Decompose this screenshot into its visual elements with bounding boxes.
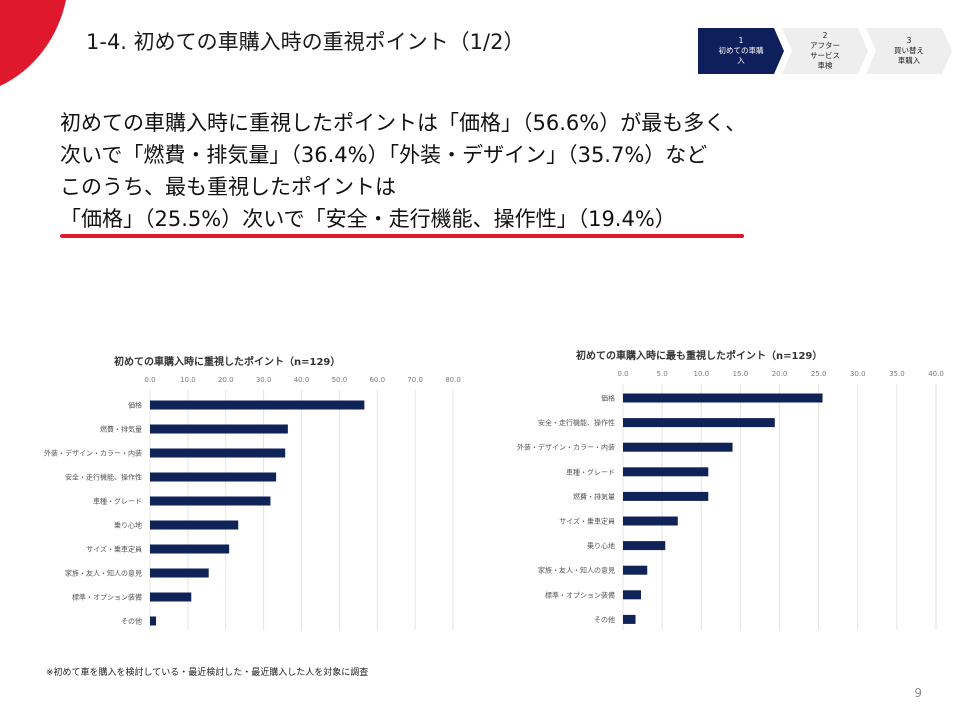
category-label: 家族・友人・知人の意見 xyxy=(65,569,142,578)
category-label: 価格 xyxy=(601,394,615,403)
x-tick-label: 30.0 xyxy=(256,376,272,384)
category-label: 燃費・排気量 xyxy=(100,425,142,434)
category-label: 安全・走行機能、操作性 xyxy=(65,473,142,482)
category-label: その他 xyxy=(121,617,142,626)
bar xyxy=(150,448,286,458)
corner-accent-shape xyxy=(0,0,66,86)
category-label: 乗り心地 xyxy=(587,541,615,550)
step-1-number: 1 xyxy=(738,36,744,45)
bar xyxy=(150,616,157,626)
x-tick-label: 10.0 xyxy=(180,376,196,384)
x-tick-label: 30.0 xyxy=(850,370,866,378)
category-label: 燃費・排気量 xyxy=(573,492,615,501)
step-1-first-purchase: 1 初めての車購 入 xyxy=(698,28,784,74)
chart-important-points: 初めての車購入時に重視したポイント（n=129） 0.0 10.0 20.0 30.0… xyxy=(0,340,470,640)
bar xyxy=(623,541,666,551)
category-label: 外装・デザイン・カラー・内装 xyxy=(517,443,615,452)
bar xyxy=(150,424,288,434)
category-label: サイズ・乗車定員 xyxy=(559,517,615,526)
headline-line-1: 初めての車購入時に重視したポイントは「価格」（56.6%）が最も多く、 xyxy=(60,111,747,135)
bar xyxy=(623,516,678,526)
x-tick-label: 15.0 xyxy=(733,370,749,378)
x-tick-label: 50.0 xyxy=(332,376,348,384)
category-label: その他 xyxy=(594,615,615,624)
x-tick-label: 35.0 xyxy=(889,370,905,378)
bar xyxy=(150,520,239,530)
bar xyxy=(150,592,192,602)
bar xyxy=(623,491,709,501)
step-2-label-line3: 車検 xyxy=(817,61,833,70)
x-tick-label: 20.0 xyxy=(772,370,788,378)
category-label: 車種・グレード xyxy=(566,467,615,476)
category-label: 価格 xyxy=(128,401,142,410)
headline-underline xyxy=(60,234,744,238)
x-tick-label: 10.0 xyxy=(693,370,709,378)
bar xyxy=(623,442,733,452)
progress-steps: 1 初めての車購 入 2 アフター サービス 車検 3 買い替え 車購入 xyxy=(698,28,952,74)
category-label: 外装・デザイン・カラー・内装 xyxy=(44,449,142,458)
x-tick-label: 60.0 xyxy=(369,376,385,384)
page-number: 9 xyxy=(914,686,922,700)
bar xyxy=(623,418,775,428)
chart-2-plot: 0.0 5.0 10.0 15.0 20.0 25.0 30.0 35.0 40.0 価格安全・走… xyxy=(517,370,944,630)
bar xyxy=(150,472,277,482)
x-tick-label: 80.0 xyxy=(445,376,461,384)
step-2-number: 2 xyxy=(822,31,828,40)
bar xyxy=(623,590,641,600)
x-tick-label: 40.0 xyxy=(294,376,310,384)
x-tick-label: 25.0 xyxy=(811,370,827,378)
headline-line-4: 「価格」（25.5%）次いで「安全・走行機能、操作性」（19.4%） xyxy=(60,207,676,231)
category-label: サイズ・乗車定員 xyxy=(86,545,142,554)
step-1-label-line1: 初めての車購 xyxy=(718,46,764,55)
headline-summary: 初めての車購入時に重視したポイントは「価格」（56.6%）が最も多く、 次いで「… xyxy=(60,107,746,235)
category-label: 乗り心地 xyxy=(114,521,142,530)
step-2-label-line1: アフター xyxy=(810,41,840,50)
survey-footnote: ※初めて車を購入を検討している・最近検討した・最近購入した人を対象に調査 xyxy=(46,668,369,678)
bar xyxy=(150,496,271,506)
bar xyxy=(150,568,209,578)
bar xyxy=(150,400,365,410)
x-tick-label: 40.0 xyxy=(928,370,944,378)
bar xyxy=(150,544,230,554)
step-2-after-service: 2 アフター サービス 車検 xyxy=(782,28,868,74)
x-tick-label: 20.0 xyxy=(218,376,234,384)
category-label: 標準・オプション装備 xyxy=(72,593,142,602)
step-3-replacement: 3 買い替え 車購入 xyxy=(866,28,952,74)
headline-line-2: 次いで「燃費・排気量」（36.4%）「外装・デザイン」（35.7%）など xyxy=(60,143,708,167)
bar xyxy=(623,467,709,477)
chart-most-important-point: 初めての車購入時に最も重視したポイント（n=129） 0.0 5.0 10.0 15.… xyxy=(480,340,950,640)
bar xyxy=(623,614,636,624)
x-tick-label: 70.0 xyxy=(407,376,423,384)
headline-line-3: このうち、最も重視したポイントは xyxy=(60,175,396,199)
category-label: 標準・オプション装備 xyxy=(545,590,615,599)
step-3-label-line1: 買い替え xyxy=(894,46,924,55)
category-label: 安全・走行機能、操作性 xyxy=(538,418,615,427)
bar xyxy=(623,565,648,575)
step-2-label-line2: サービス xyxy=(810,51,840,60)
step-3-label-line2: 車購入 xyxy=(897,56,921,65)
category-label: 家族・友人・知人の意見 xyxy=(538,566,615,575)
chart-1-plot: 0.0 10.0 20.0 30.0 40.0 50.0 60.0 70.0 80.0 価格燃費・… xyxy=(44,376,461,630)
chart-1-title: 初めての車購入時に重視したポイント（n=129） xyxy=(114,357,341,368)
bar xyxy=(623,393,823,403)
category-label: 車種・グレード xyxy=(93,497,142,506)
x-tick-label: 0.0 xyxy=(144,376,155,384)
step-1-label-line2: 入 xyxy=(737,56,745,65)
x-tick-label: 0.0 xyxy=(617,370,628,378)
page-title: 1-4. 初めての車購入時の重視ポイント（1/2） xyxy=(86,30,525,54)
step-3-number: 3 xyxy=(906,36,912,45)
x-tick-label: 5.0 xyxy=(657,370,668,378)
chart-2-title: 初めての車購入時に最も重視したポイント（n=129） xyxy=(576,351,823,362)
